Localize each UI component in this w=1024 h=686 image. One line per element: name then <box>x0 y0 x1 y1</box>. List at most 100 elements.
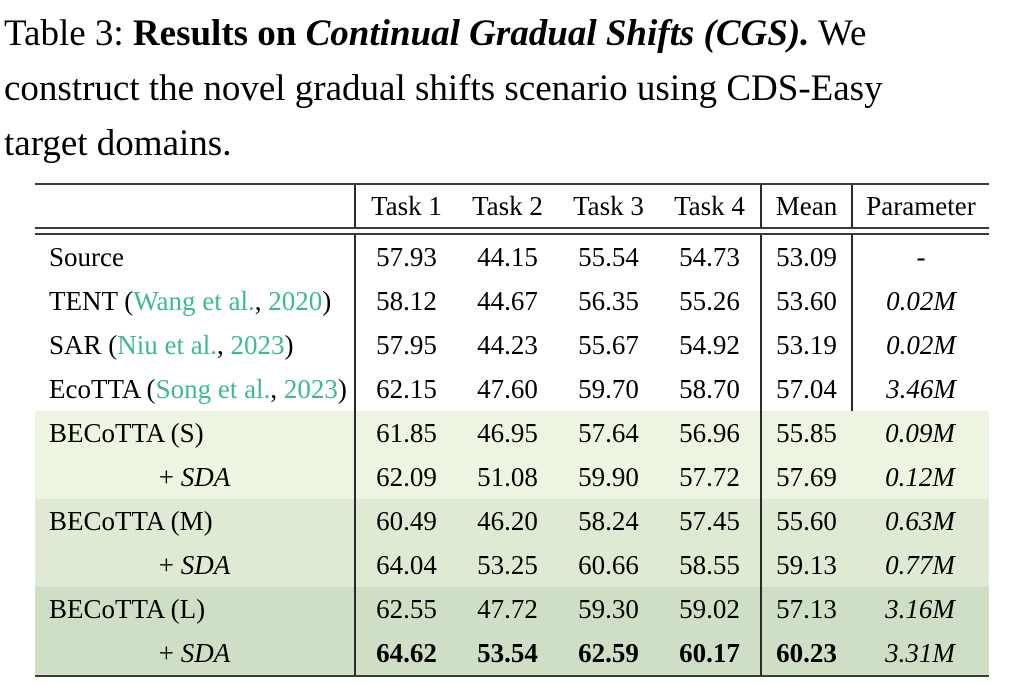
table-row: Source 57.93 44.15 55.54 54.73 53.09 - <box>35 235 989 279</box>
mean-cell: 60.23 <box>760 631 851 675</box>
param-value: 3.46M <box>886 374 956 404</box>
method-cell: BECoTTA (L) <box>35 587 356 631</box>
task-value-cell: 55.67 <box>578 330 639 360</box>
column-header: Task 2 <box>472 191 543 221</box>
method-cell: EcoTTA (Song et al., 2023) <box>35 367 356 411</box>
task-value-cell: 62.55 <box>376 594 437 624</box>
param-cell: 0.02M <box>851 323 989 367</box>
task-value-cell: 62.09 <box>376 462 437 492</box>
citation-separator: , <box>270 374 284 404</box>
table-row: + SDA 62.09 51.08 59.90 57.72 57.69 0.12M <box>35 455 989 499</box>
caption-line: Table 3: Results on Continual Gradual Sh… <box>4 6 1022 61</box>
method-label: + <box>158 462 181 492</box>
param-cell: 0.09M <box>851 411 989 455</box>
param-value: 0.09M <box>885 418 955 448</box>
caption-text: target domains. <box>4 123 232 164</box>
mean-cell: 53.09 <box>760 235 851 279</box>
task-value-cell: 55.26 <box>679 286 740 316</box>
param-cell: 0.63M <box>851 499 989 543</box>
param-value: 0.02M <box>886 286 956 316</box>
citation-link[interactable]: Wang et al. <box>133 286 255 316</box>
task-value-cell: 46.95 <box>477 418 538 448</box>
method-cell: BECoTTA (M) <box>35 499 356 543</box>
table-row: BECoTTA (L) 62.55 47.72 59.30 59.02 57.13 3.16… <box>35 587 989 631</box>
param-value: 3.16M <box>885 594 955 624</box>
method-label: BECoTTA (M) <box>49 506 213 536</box>
task-value-cell: 64.04 <box>376 550 437 580</box>
citation-separator: , <box>254 286 269 316</box>
task-value-cell: 44.67 <box>477 286 538 316</box>
param-value: 0.63M <box>885 506 955 536</box>
param-cell: 0.77M <box>851 543 989 587</box>
param-cell: 3.16M <box>851 587 989 631</box>
method-cell: Source <box>35 235 356 279</box>
task-value-cell: 56.35 <box>578 286 639 316</box>
column-header: Parameter <box>851 185 989 227</box>
task-value-cell: 61.85 <box>376 418 437 448</box>
method-label-suffix: ) <box>322 286 332 316</box>
method-cell: SAR (Niu et al., 2023) <box>35 323 356 367</box>
table-row: + SDA 64.04 53.25 60.66 58.55 59.13 0.77M <box>35 543 989 587</box>
table-row: TENT (Wang et al., 2020) 58.12 44.67 56.35 5… <box>35 279 989 323</box>
method-cell: BECoTTA (S) <box>35 411 356 455</box>
task-value-cell: 51.08 <box>477 462 538 492</box>
caption-line: target domains. <box>4 116 1022 171</box>
table-row: + SDA 64.62 53.54 62.59 60.17 60.23 3.31M <box>35 631 989 675</box>
mean-cell: 55.85 <box>760 411 851 455</box>
task-value-cell: 58.24 <box>578 506 639 536</box>
method-label: Source <box>49 242 124 272</box>
task-value-cell: 55.54 <box>578 242 639 272</box>
caption-line: construct the novel gradual shifts scena… <box>4 61 1022 116</box>
method-label-italic: SDA <box>180 462 231 492</box>
header-double-rule <box>35 227 989 235</box>
table-row: BECoTTA (M) 60.49 46.20 58.24 57.45 55.60 0.63… <box>35 499 989 543</box>
citation-year-link[interactable]: 2023 <box>283 374 338 404</box>
task-value-cell: 60.49 <box>376 506 437 536</box>
task-value-cell: 44.23 <box>477 330 538 360</box>
mean-cell: 53.60 <box>760 279 851 323</box>
column-header: Task 1 <box>371 191 442 221</box>
citation-year-link[interactable]: 2023 <box>230 330 285 360</box>
column-header: Task 3 <box>573 191 644 221</box>
table-row: BECoTTA (S) 61.85 46.95 57.64 56.96 55.85 0.09… <box>35 411 989 455</box>
citation-separator: , <box>217 330 231 360</box>
table-header-row: Task 1 Task 2 Task 3 Task 4 Mean Parameter <box>35 185 989 227</box>
caption-text: Continual Gradual Shifts (CGS). <box>305 13 810 54</box>
method-label-italic: SDA <box>180 550 231 580</box>
task-value-cell: 47.72 <box>477 594 538 624</box>
param-cell: 0.12M <box>851 455 989 499</box>
results-table: Task 1 Task 2 Task 3 Task 4 Mean Parameter Sou… <box>35 183 989 677</box>
param-value: 0.77M <box>885 550 955 580</box>
task-value-cell: 62.59 <box>578 638 639 668</box>
citation-link[interactable]: Niu et al. <box>117 330 217 360</box>
task-value-cell: 46.20 <box>477 506 538 536</box>
task-value-cell: 58.55 <box>679 550 740 580</box>
param-cell: 3.46M <box>851 367 989 411</box>
citation-year-link[interactable]: 2020 <box>268 286 323 316</box>
caption-text: Table 3: <box>4 13 133 54</box>
method-label: BECoTTA (S) <box>49 418 204 448</box>
task-value-cell: 54.73 <box>679 242 740 272</box>
caption-text: construct the novel gradual shifts scena… <box>4 68 883 109</box>
caption-text: We <box>809 13 867 54</box>
table-caption: Table 3: Results on Continual Gradual Sh… <box>4 6 1022 171</box>
column-header: Mean <box>760 185 851 227</box>
method-cell: TENT (Wang et al., 2020) <box>35 279 356 323</box>
param-cell: 0.02M <box>851 279 989 323</box>
method-label: SAR ( <box>49 330 118 360</box>
task-value-cell: 44.15 <box>477 242 538 272</box>
task-value-cell: 64.62 <box>376 638 437 668</box>
caption-text: Results on <box>132 13 306 54</box>
table-row: SAR (Niu et al., 2023) 57.95 44.23 55.67 54.… <box>35 323 989 367</box>
task-value-cell: 53.54 <box>477 638 538 668</box>
task-value-cell: 60.17 <box>679 638 740 668</box>
mean-cell: 57.13 <box>760 587 851 631</box>
method-label-suffix: ) <box>284 330 294 360</box>
citation-link[interactable]: Song et al. <box>155 374 271 404</box>
mean-cell: 59.13 <box>760 543 851 587</box>
task-value-cell: 54.92 <box>679 330 740 360</box>
task-value-cell: 62.15 <box>376 374 437 404</box>
param-value: 0.02M <box>886 330 956 360</box>
task-value-cell: 59.70 <box>578 374 639 404</box>
